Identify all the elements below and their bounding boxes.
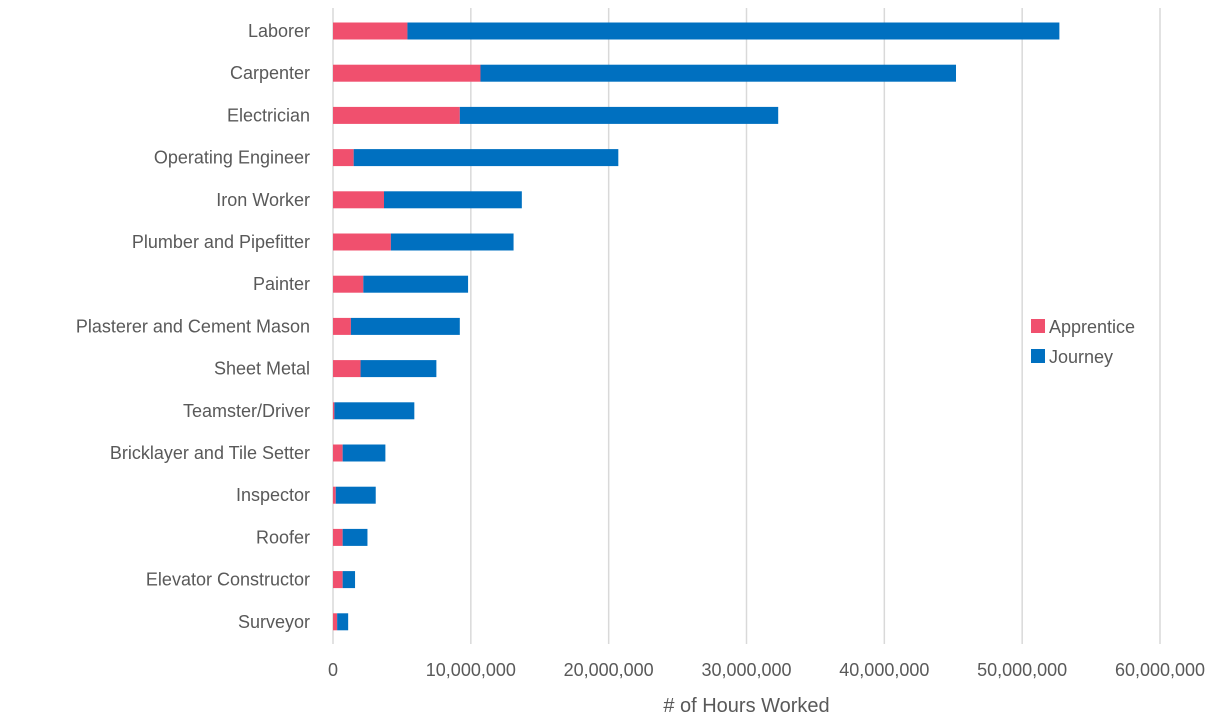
bar-segment-apprentice <box>333 191 384 209</box>
bar-segment-apprentice <box>333 486 336 504</box>
bar-segment-apprentice <box>333 106 460 124</box>
x-tick-label: 40,000,000 <box>839 660 929 680</box>
category-label: Iron Worker <box>216 190 310 210</box>
bar-segment-apprentice <box>333 22 408 40</box>
bar-segment-apprentice <box>333 613 338 631</box>
category-label: Teamster/Driver <box>183 401 310 421</box>
x-tick-label: 20,000,000 <box>564 660 654 680</box>
x-tick-label: 0 <box>328 660 338 680</box>
x-tick-label: 10,000,000 <box>426 660 516 680</box>
category-label: Laborer <box>248 21 310 41</box>
category-label: Roofer <box>256 527 310 547</box>
category-label: Bricklayer and Tile Setter <box>110 443 310 463</box>
category-label: Plumber and Pipefitter <box>132 232 310 252</box>
category-label: Electrician <box>227 105 310 125</box>
legend-label-apprentice: Apprentice <box>1049 317 1135 337</box>
category-label: Inspector <box>236 485 310 505</box>
x-tick-label: 30,000,000 <box>701 660 791 680</box>
bar-segment-apprentice <box>333 64 481 82</box>
bar-segment-journey <box>342 571 356 589</box>
category-label: Plasterer and Cement Mason <box>76 316 310 336</box>
bar-segment-journey <box>360 360 437 378</box>
bar-segment-journey <box>334 402 415 420</box>
category-label: Carpenter <box>230 63 310 83</box>
x-tick-label: 60,000,000 <box>1115 660 1205 680</box>
bar-segment-apprentice <box>333 317 351 335</box>
category-label: Operating Engineer <box>154 148 310 168</box>
bar-segment-journey <box>390 233 514 251</box>
legend-label-journey: Journey <box>1049 347 1113 367</box>
category-label: Elevator Constructor <box>146 570 310 590</box>
bar-segment-journey <box>350 317 460 335</box>
bar-segment-journey <box>383 191 522 209</box>
bar-segment-apprentice <box>333 402 335 420</box>
bar-segment-journey <box>459 106 779 124</box>
bar-segment-journey <box>342 444 386 462</box>
bar-segment-journey <box>363 275 469 293</box>
legend: Apprentice Journey <box>1031 317 1135 367</box>
category-label: Sheet Metal <box>214 359 310 379</box>
category-label: Surveyor <box>238 612 310 632</box>
x-axis-tick-labels: 0 10,000,000 20,000,000 30,000,000 40,000,00… <box>328 660 1205 680</box>
bar-segment-journey <box>335 486 376 504</box>
bar-segment-apprentice <box>333 360 361 378</box>
bar-segment-apprentice <box>333 571 343 589</box>
bar-segment-apprentice <box>333 149 354 167</box>
bar-segment-journey <box>480 64 957 82</box>
bar-segment-journey <box>342 528 368 546</box>
bars <box>333 22 1060 631</box>
bar-segment-journey <box>407 22 1060 40</box>
bar-segment-apprentice <box>333 528 343 546</box>
bar-segment-apprentice <box>333 444 343 462</box>
category-labels: Laborer Carpenter Electrician Operating Eng… <box>76 21 310 632</box>
bar-segment-journey <box>353 149 619 167</box>
x-axis-title: # of Hours Worked <box>663 695 829 717</box>
bar-segment-apprentice <box>333 233 391 251</box>
category-label: Painter <box>253 274 310 294</box>
bar-segment-journey <box>337 613 349 631</box>
legend-swatch-journey <box>1031 349 1045 363</box>
bar-segment-apprentice <box>333 275 364 293</box>
x-tick-label: 50,000,000 <box>977 660 1067 680</box>
legend-swatch-apprentice <box>1031 319 1045 333</box>
